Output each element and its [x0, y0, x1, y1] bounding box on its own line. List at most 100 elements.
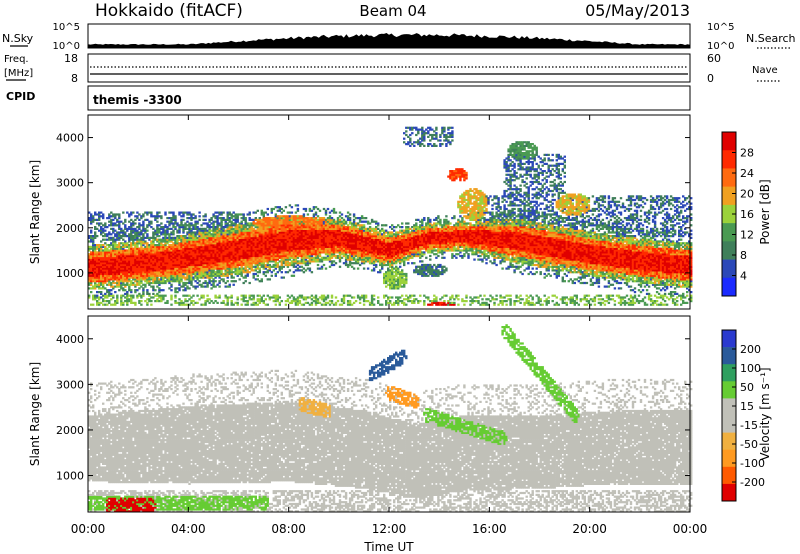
power-cell: [130, 235, 133, 238]
power-cell: [244, 271, 247, 274]
power-cell: [228, 217, 231, 220]
power-cell: [120, 287, 123, 290]
power-cell: [196, 238, 199, 241]
power-cell: [204, 258, 207, 261]
power-cell: [176, 271, 179, 274]
power-cell: [122, 244, 125, 247]
power-cell: [242, 298, 245, 301]
power-cell: [194, 287, 197, 290]
power-cell: [242, 281, 245, 285]
power-cell: [116, 271, 119, 274]
power-cell: [160, 231, 163, 234]
power-cell: [118, 251, 121, 254]
power-cell: [174, 254, 177, 258]
power-cell: [222, 231, 225, 234]
power-cell: [208, 247, 211, 250]
power-cell: [142, 254, 145, 258]
power-cell: [110, 272, 113, 276]
power-cell: [208, 260, 211, 263]
power-cell: [98, 281, 101, 285]
power-cell: [200, 236, 203, 239]
power-cell: [174, 280, 177, 283]
power-cell: [102, 249, 105, 252]
power-cell: [234, 226, 237, 229]
power-cell: [252, 253, 255, 256]
power-cell: [158, 294, 161, 297]
power-cell: [152, 260, 155, 263]
power-cell: [242, 218, 245, 221]
freq-label-line1: Freq.: [4, 54, 29, 65]
power-cell: [160, 298, 163, 301]
power-cell: [162, 272, 165, 276]
power-cell: [228, 227, 231, 230]
power-cell: [130, 242, 133, 245]
power-cell: [194, 263, 197, 267]
power-cell: [134, 283, 137, 286]
power-cell: [166, 229, 169, 232]
power-cell: [170, 260, 173, 263]
power-cell: [90, 287, 93, 290]
power-cell: [250, 235, 253, 238]
power-cell: [154, 289, 157, 292]
power-cell: [126, 272, 129, 276]
power-cell: [204, 247, 207, 250]
power-cell: [220, 220, 223, 223]
power-cell: [112, 218, 115, 221]
power-cell: [236, 220, 239, 223]
power-cell: [242, 276, 245, 279]
power-cell: [216, 240, 219, 243]
power-cell: [172, 215, 175, 218]
power-cell: [206, 298, 209, 301]
power-cell: [212, 244, 215, 247]
power-cell: [232, 263, 235, 267]
power-cell: [198, 211, 201, 214]
power-cell: [264, 211, 267, 214]
power-cell: [176, 224, 179, 227]
power-cell: [222, 253, 225, 256]
power-cell: [112, 269, 115, 272]
power-cell: [208, 224, 211, 227]
power-cell: [142, 224, 145, 227]
power-cell: [168, 260, 171, 263]
power-cell: [142, 256, 145, 259]
power-cell: [150, 247, 153, 250]
power-cell: [96, 235, 99, 238]
power-cell: [192, 226, 195, 229]
power-cell: [146, 291, 149, 294]
power-cell: [158, 300, 161, 303]
power-cell: [122, 265, 125, 268]
power-cell: [188, 303, 191, 306]
power-cell: [110, 278, 113, 281]
power-cell: [196, 272, 199, 276]
power-cell: [220, 263, 223, 267]
power-cell: [202, 236, 205, 239]
power-cell: [224, 224, 227, 227]
power-cell: [100, 287, 103, 290]
power-cell: [118, 267, 121, 270]
power-cell: [194, 220, 197, 223]
power-cell: [134, 254, 137, 258]
power-cell: [90, 238, 93, 241]
power-cell: [188, 222, 191, 225]
power-cell: [92, 238, 95, 241]
power-cell: [198, 242, 201, 245]
power-cell: [246, 233, 249, 236]
power-cell: [176, 235, 179, 238]
power-cell: [134, 289, 137, 292]
power-cell: [90, 260, 93, 263]
power-cell: [174, 278, 177, 281]
power-cell: [172, 213, 175, 216]
power-cell: [112, 242, 115, 245]
power-cell: [236, 272, 239, 276]
power-cell: [92, 235, 95, 238]
power-cell: [214, 231, 217, 234]
power-cell: [130, 271, 133, 274]
power-cell: [160, 254, 163, 258]
power-cell: [108, 215, 111, 218]
power-cell: [242, 296, 245, 299]
power-cell: [164, 247, 167, 250]
power-cell: [192, 251, 195, 254]
power-cell: [126, 249, 129, 252]
power-cell: [110, 292, 113, 295]
power-cell: [104, 260, 107, 263]
